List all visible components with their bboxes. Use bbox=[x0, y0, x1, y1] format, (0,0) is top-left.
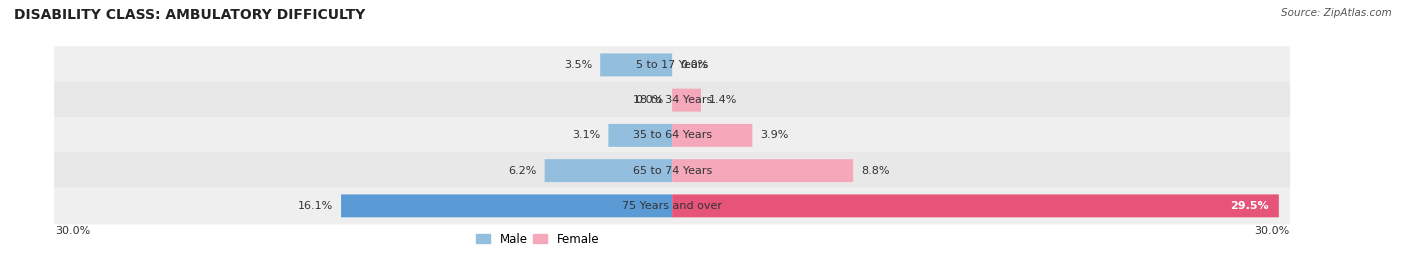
FancyBboxPatch shape bbox=[342, 194, 672, 217]
FancyBboxPatch shape bbox=[55, 187, 1291, 224]
Text: 6.2%: 6.2% bbox=[508, 166, 537, 176]
FancyBboxPatch shape bbox=[55, 82, 1291, 119]
FancyBboxPatch shape bbox=[672, 89, 702, 111]
Text: 0.0%: 0.0% bbox=[681, 60, 709, 70]
Text: 8.8%: 8.8% bbox=[862, 166, 890, 176]
Text: 0.0%: 0.0% bbox=[636, 95, 664, 105]
Text: 35 to 64 Years: 35 to 64 Years bbox=[633, 130, 711, 140]
Text: 16.1%: 16.1% bbox=[298, 201, 333, 211]
Text: 30.0%: 30.0% bbox=[55, 226, 90, 236]
FancyBboxPatch shape bbox=[55, 152, 1291, 189]
FancyBboxPatch shape bbox=[544, 159, 672, 182]
FancyBboxPatch shape bbox=[600, 53, 672, 76]
Text: 75 Years and over: 75 Years and over bbox=[621, 201, 723, 211]
Text: Source: ZipAtlas.com: Source: ZipAtlas.com bbox=[1281, 8, 1392, 18]
FancyBboxPatch shape bbox=[672, 124, 752, 147]
Text: 5 to 17 Years: 5 to 17 Years bbox=[636, 60, 709, 70]
FancyBboxPatch shape bbox=[672, 159, 853, 182]
Text: 3.5%: 3.5% bbox=[564, 60, 592, 70]
FancyBboxPatch shape bbox=[55, 46, 1291, 83]
FancyBboxPatch shape bbox=[672, 194, 1279, 217]
Legend: Male, Female: Male, Female bbox=[475, 233, 599, 245]
Text: 3.9%: 3.9% bbox=[761, 130, 789, 140]
Text: DISABILITY CLASS: AMBULATORY DIFFICULTY: DISABILITY CLASS: AMBULATORY DIFFICULTY bbox=[14, 8, 366, 22]
Text: 29.5%: 29.5% bbox=[1230, 201, 1268, 211]
Text: 18 to 34 Years: 18 to 34 Years bbox=[633, 95, 711, 105]
Text: 3.1%: 3.1% bbox=[572, 130, 600, 140]
Text: 30.0%: 30.0% bbox=[1254, 226, 1289, 236]
FancyBboxPatch shape bbox=[609, 124, 672, 147]
Text: 65 to 74 Years: 65 to 74 Years bbox=[633, 166, 711, 176]
FancyBboxPatch shape bbox=[55, 117, 1291, 154]
Text: 1.4%: 1.4% bbox=[709, 95, 738, 105]
